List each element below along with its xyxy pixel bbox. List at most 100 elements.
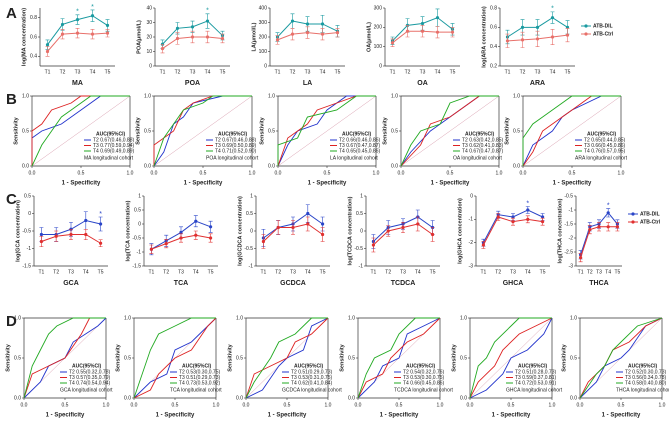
x-tick-label: T4 (415, 269, 421, 275)
x-axis-label: 1 - Specificity (308, 181, 347, 187)
legend-title: AUC(95%CI) (406, 363, 436, 369)
y-tick-label: 0.0 (124, 395, 131, 401)
y-tick-label: 100 (259, 49, 268, 55)
point (535, 25, 540, 29)
x-tick-label: 0.5 (508, 402, 515, 408)
x-tick-label: T4 (305, 269, 311, 275)
x-tick-label: 0.0 (21, 402, 28, 408)
point (606, 211, 610, 215)
x-tick-label: T3 (420, 69, 426, 75)
y-tick-label: 0.5 (391, 128, 398, 134)
x-tick-label: 1.0 (373, 170, 380, 176)
y-tick-label: 0.5 (356, 211, 363, 217)
legend-title: AUC(95%CI) (628, 363, 658, 369)
panel-label: C (6, 191, 17, 208)
point (45, 49, 50, 54)
legend-label: ATB-Ctrl (593, 31, 614, 37)
y-tick-label: 1.0 (460, 315, 467, 321)
x-tick-label: T3 (305, 69, 311, 75)
y-tick-label: -1 (27, 246, 32, 252)
y-tick-label: 0.5 (246, 211, 253, 217)
x-tick-label: T2 (53, 269, 59, 275)
y-tick-label: -1 (569, 207, 574, 213)
reference-line (153, 95, 253, 167)
roc-curve (469, 317, 552, 399)
y-tick-label: -1.5 (132, 263, 141, 269)
point (175, 26, 180, 30)
y-axis-label: Sensitivity (135, 116, 141, 144)
legend-label: T3 0.59(0.37,0.81) (515, 375, 556, 381)
cohort-label: LA longitudinal cohort (330, 155, 378, 161)
x-tick-label: 0.0 (355, 402, 362, 408)
point (179, 230, 183, 234)
x-tick-label: T5 (614, 269, 620, 275)
x-tick-label: T4 (205, 69, 211, 75)
x-tick-label: 0.0 (131, 402, 138, 408)
y-tick-label: 1.0 (348, 315, 355, 321)
panel-label: B (6, 91, 17, 108)
roc-curve (153, 95, 252, 167)
x-tick-label: T2 (495, 269, 501, 275)
point (39, 239, 44, 244)
y-tick-label: 0.5 (134, 207, 141, 213)
x-axis-label: TCA (174, 280, 188, 287)
point (505, 39, 510, 43)
significance: * (206, 8, 209, 15)
roc-curve (245, 317, 329, 399)
point (105, 31, 110, 35)
x-tick-label: T1 (480, 269, 486, 275)
y-tick-label: 0 (264, 63, 267, 69)
x-tick-label: 0.0 (467, 402, 474, 408)
legend-title: AUC(95%CI) (518, 363, 548, 369)
point (179, 236, 183, 240)
x-tick-label: T3 (178, 269, 184, 275)
y-tick-label: 1.0 (144, 93, 151, 99)
x-tick-label: 0.0 (243, 402, 250, 408)
x-axis-label: TCDCA (391, 280, 416, 287)
x-tick-label: 0.0 (151, 170, 158, 176)
y-axis-label: log(GCDCA concentration) (237, 196, 243, 266)
x-tick-label: 1.0 (437, 402, 444, 408)
y-axis-label: log(GCA concentration) (15, 200, 21, 262)
legend-label: T4 0.73(0.53,0.92) (179, 380, 220, 386)
y-tick-label: 0.0 (236, 395, 243, 401)
x-tick-label: T3 (596, 269, 602, 275)
x-axis-label: 1 - Specificity (553, 181, 592, 187)
y-tick-label: 1.0 (268, 93, 275, 99)
roc-curve (357, 317, 441, 399)
point (149, 247, 153, 251)
y-axis-label: Sensitivity (227, 343, 233, 371)
reference-line (277, 95, 377, 167)
x-tick-label: 0.5 (618, 402, 625, 408)
point (54, 234, 58, 238)
legend-marker (631, 212, 635, 216)
x-tick-label: T4 (90, 69, 96, 75)
x-tick-label: 0.5 (447, 170, 454, 176)
x-tick-label: T5 (208, 269, 214, 275)
point (99, 241, 103, 245)
point (416, 222, 420, 226)
point (290, 32, 295, 36)
point (588, 228, 592, 232)
point (60, 32, 65, 36)
point (306, 211, 310, 216)
roc-curve (469, 317, 553, 399)
x-tick-label: 0.5 (200, 170, 207, 176)
legend-label: T3 0.57(0.35,0.79) (69, 375, 110, 381)
legend-title: AUC(95%CI) (294, 363, 324, 369)
y-tick-label: 0.6 (30, 34, 37, 40)
roc-curve (23, 317, 106, 399)
point (261, 239, 265, 244)
x-tick-label: 1.0 (127, 170, 134, 176)
roc-curve (579, 317, 663, 399)
y-tick-label: 0 (149, 63, 152, 69)
legend-label: T2 0.67(0.46,0.88) (215, 137, 256, 143)
y-tick-label: -1 (249, 263, 254, 269)
point (431, 232, 435, 237)
y-tick-label: 0.5 (24, 193, 31, 199)
legend-label: T2 0.67(0.46,0.88) (93, 137, 134, 143)
point (99, 222, 103, 226)
legend-label: T4 0.58(0.40,0.80) (625, 380, 666, 386)
x-tick-label: T4 (525, 269, 531, 275)
x-axis-label: 1 - Specificity (184, 181, 223, 187)
